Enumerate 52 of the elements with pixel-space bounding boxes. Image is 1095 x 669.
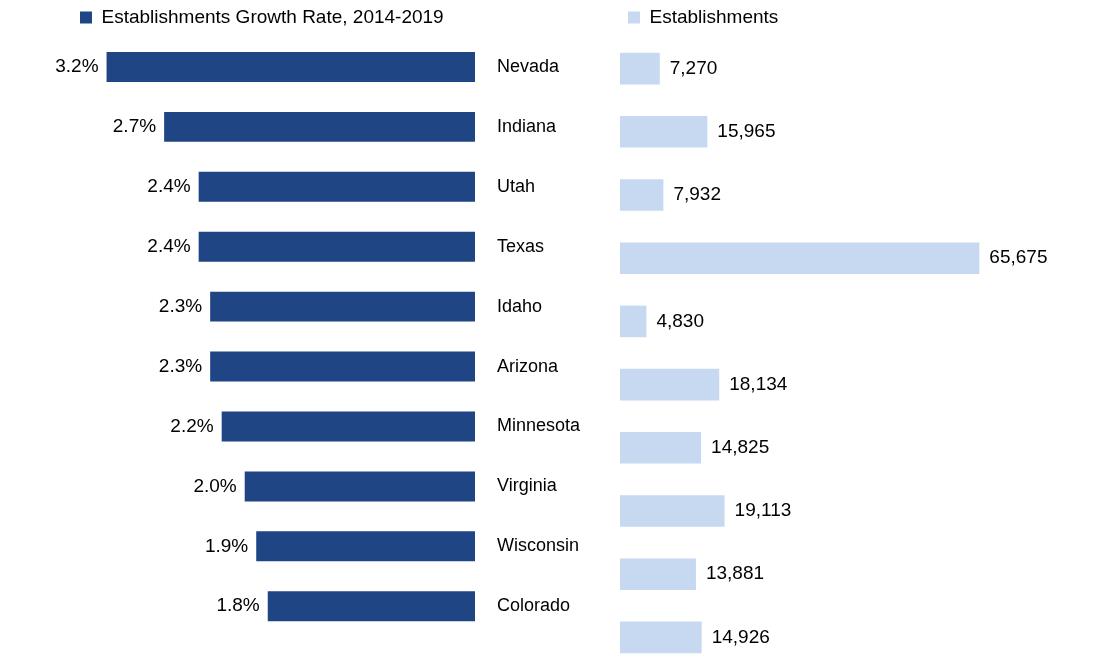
data-label: 1.9% [204,534,249,556]
y-tick-label: Arizona [497,355,560,376]
bar [620,52,660,85]
bar [244,471,475,502]
bar [620,116,708,148]
data-label: 7,270 [669,56,718,78]
bar [198,231,475,262]
data-label: 2.7% [112,115,157,137]
y-tick-label: Wisconsin [497,535,580,556]
bar [210,351,475,382]
bar [620,621,702,654]
y-tick-label: Nevada [497,55,561,76]
data-label: 2.3% [158,294,203,316]
bar [267,591,475,622]
y-tick-label: Minnesota [497,415,582,436]
y-tick-label: Idaho [497,295,543,316]
bar [620,305,647,338]
bar [221,411,475,442]
data-label: 4,830 [656,309,704,331]
data-label: 2.2% [170,414,214,436]
data-label: 15,965 [717,120,776,142]
bar [164,111,475,142]
bar [620,368,720,401]
data-label: 2.3% [158,354,203,376]
data-label: 14,926 [711,625,770,647]
data-label: 3.2% [55,55,99,77]
data-label: 19,113 [734,499,792,521]
data-label: 2.4% [147,175,191,197]
bar [620,558,696,590]
legend-label: Establishments Growth Rate, 2014-2019 [101,5,444,27]
y-tick-label: Texas [497,235,545,256]
data-label: 2.0% [193,474,237,496]
y-tick-label: Utah [497,175,536,196]
bar [620,179,664,211]
bar [210,291,475,322]
bar [256,531,475,562]
bar [620,432,702,464]
bar [106,51,475,82]
y-tick-label: Virginia [497,475,558,496]
data-label: 18,134 [729,372,788,394]
bar [620,242,980,274]
y-tick-label: Indiana [497,115,558,136]
data-label: 65,675 [989,246,1048,268]
legend-label: Establishments [649,5,779,27]
bar [620,495,725,527]
bar [198,171,475,202]
data-label: 7,932 [673,183,721,205]
data-label: 13,881 [705,562,765,584]
data-label: 1.8% [216,594,260,616]
y-tick-label: Colorado [497,595,571,616]
data-label: 2.4% [147,234,191,256]
data-label: 14,825 [711,436,770,458]
